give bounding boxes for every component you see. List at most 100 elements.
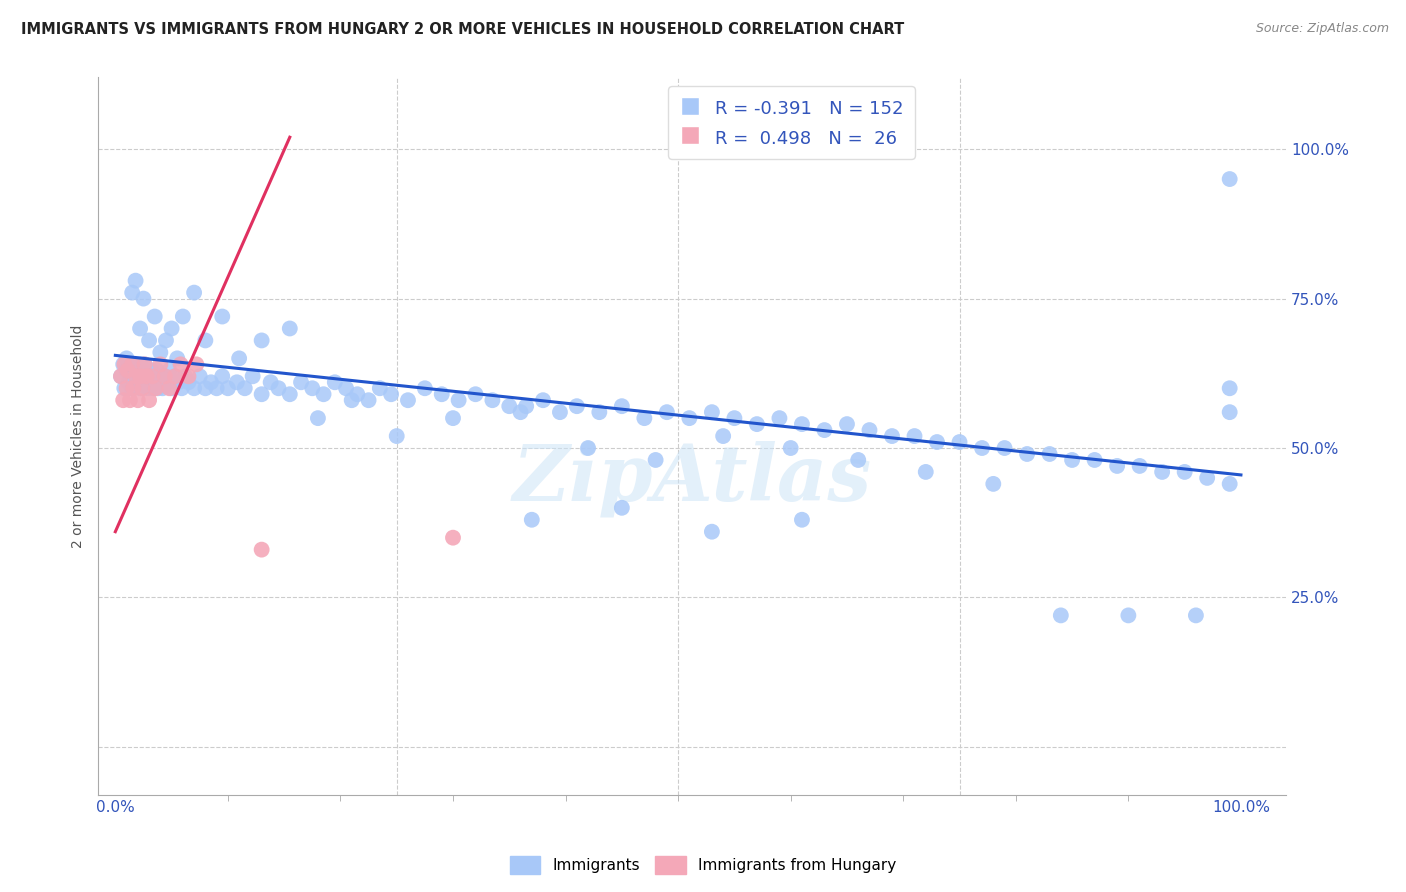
Point bbox=[368, 381, 391, 395]
Point bbox=[145, 376, 167, 390]
Point bbox=[149, 376, 172, 390]
Point bbox=[278, 387, 301, 401]
Point bbox=[115, 363, 138, 377]
Point bbox=[131, 381, 153, 395]
Point bbox=[183, 285, 205, 300]
Point bbox=[127, 363, 149, 377]
Point bbox=[340, 393, 363, 408]
Point bbox=[1129, 458, 1152, 473]
Point bbox=[1219, 405, 1241, 419]
Point bbox=[120, 369, 142, 384]
Point bbox=[183, 381, 205, 395]
Point bbox=[155, 334, 177, 348]
Point bbox=[129, 369, 152, 384]
Point bbox=[441, 531, 464, 545]
Point bbox=[633, 411, 655, 425]
Point bbox=[790, 513, 813, 527]
Text: ZipAtlas: ZipAtlas bbox=[513, 441, 872, 517]
Point bbox=[188, 369, 211, 384]
Point bbox=[610, 399, 633, 413]
Point bbox=[267, 381, 290, 395]
Point bbox=[112, 393, 135, 408]
Point bbox=[211, 369, 233, 384]
Point bbox=[110, 369, 132, 384]
Point bbox=[228, 351, 250, 366]
Point bbox=[948, 435, 970, 450]
Point bbox=[121, 357, 143, 371]
Point bbox=[1219, 381, 1241, 395]
Point bbox=[121, 381, 143, 395]
Point bbox=[779, 441, 801, 455]
Point bbox=[112, 357, 135, 371]
Point bbox=[1219, 172, 1241, 186]
Point bbox=[170, 381, 193, 395]
Point bbox=[1152, 465, 1174, 479]
Point bbox=[118, 393, 141, 408]
Point bbox=[124, 369, 146, 384]
Text: IMMIGRANTS VS IMMIGRANTS FROM HUNGARY 2 OR MORE VEHICLES IN HOUSEHOLD CORRELATIO: IMMIGRANTS VS IMMIGRANTS FROM HUNGARY 2 … bbox=[21, 22, 904, 37]
Point bbox=[588, 405, 610, 419]
Point bbox=[115, 381, 138, 395]
Point bbox=[250, 334, 273, 348]
Point bbox=[122, 369, 145, 384]
Point bbox=[134, 357, 156, 371]
Point bbox=[447, 393, 470, 408]
Point bbox=[153, 369, 176, 384]
Point bbox=[141, 369, 163, 384]
Point bbox=[118, 376, 141, 390]
Point bbox=[129, 357, 152, 371]
Point bbox=[576, 441, 599, 455]
Point bbox=[112, 381, 135, 395]
Point bbox=[153, 369, 176, 384]
Point bbox=[136, 381, 159, 395]
Point bbox=[127, 393, 149, 408]
Point bbox=[200, 376, 222, 390]
Point bbox=[644, 453, 666, 467]
Point bbox=[1118, 608, 1140, 623]
Point bbox=[515, 399, 537, 413]
Point bbox=[194, 381, 217, 395]
Point bbox=[993, 441, 1015, 455]
Point bbox=[174, 369, 197, 384]
Point bbox=[768, 411, 790, 425]
Point bbox=[1197, 471, 1219, 485]
Point bbox=[846, 453, 869, 467]
Point bbox=[464, 387, 486, 401]
Point bbox=[380, 387, 402, 401]
Point bbox=[520, 513, 543, 527]
Point bbox=[745, 417, 768, 431]
Point bbox=[211, 310, 233, 324]
Point bbox=[217, 381, 239, 395]
Point bbox=[117, 363, 139, 377]
Point bbox=[655, 405, 678, 419]
Point bbox=[135, 363, 157, 377]
Point bbox=[678, 411, 700, 425]
Point bbox=[172, 310, 194, 324]
Point bbox=[1107, 458, 1129, 473]
Point bbox=[134, 357, 156, 371]
Point bbox=[127, 376, 149, 390]
Point bbox=[312, 387, 335, 401]
Point bbox=[128, 369, 150, 384]
Legend: Immigrants, Immigrants from Hungary: Immigrants, Immigrants from Hungary bbox=[503, 850, 903, 880]
Point bbox=[135, 369, 157, 384]
Point bbox=[925, 435, 948, 450]
Point bbox=[132, 363, 155, 377]
Legend: R = -0.391   N = 152, R =  0.498   N =  26: R = -0.391 N = 152, R = 0.498 N = 26 bbox=[668, 87, 915, 159]
Point bbox=[129, 369, 152, 384]
Point bbox=[259, 376, 281, 390]
Point bbox=[307, 411, 329, 425]
Point bbox=[290, 376, 312, 390]
Point bbox=[981, 476, 1004, 491]
Point bbox=[430, 387, 453, 401]
Point bbox=[148, 369, 170, 384]
Point bbox=[124, 274, 146, 288]
Point bbox=[278, 321, 301, 335]
Point bbox=[914, 465, 936, 479]
Point bbox=[1084, 453, 1107, 467]
Point bbox=[131, 376, 153, 390]
Point bbox=[225, 376, 247, 390]
Point bbox=[1174, 465, 1197, 479]
Point bbox=[138, 393, 160, 408]
Point bbox=[149, 357, 172, 371]
